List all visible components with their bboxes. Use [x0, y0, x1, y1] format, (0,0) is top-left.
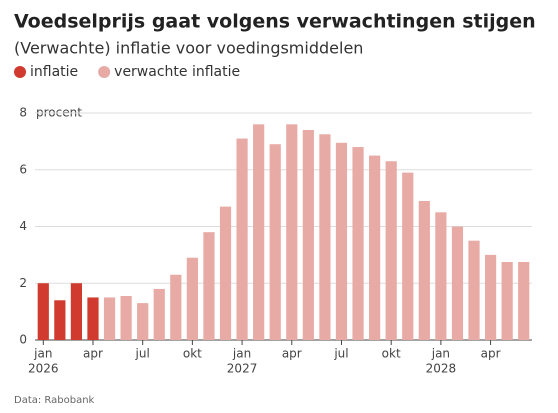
bar: [186, 257, 198, 340]
x-tick-label: apr: [481, 347, 501, 361]
bar: [253, 124, 265, 340]
bar: [153, 288, 165, 340]
bar: [352, 147, 364, 340]
legend-swatch: [14, 66, 26, 78]
x-tick-label: jul: [333, 347, 348, 361]
bar: [501, 261, 513, 340]
legend-label: verwachte inflatie: [114, 64, 240, 80]
bar: [286, 124, 298, 340]
x-year-label: 2027: [227, 362, 258, 376]
y-tick-label: 6: [19, 162, 27, 176]
x-tick-label: okt: [183, 347, 202, 361]
legend-swatch: [98, 66, 111, 78]
bar: [402, 172, 414, 340]
legend-label: inflatie: [30, 64, 78, 80]
y-tick-label: 2: [19, 276, 27, 290]
y-tick-label: 8: [19, 106, 27, 120]
bar: [269, 144, 281, 340]
bar: [418, 200, 430, 340]
bar: [219, 206, 232, 340]
bar: [335, 142, 348, 340]
bar: [103, 297, 116, 340]
bar: [369, 155, 381, 340]
bar: [137, 303, 149, 340]
x-tick-label: okt: [382, 347, 401, 361]
bar: [54, 300, 66, 340]
x-tick-label: jan: [33, 347, 52, 361]
bar: [484, 254, 497, 340]
x-tick-label: apr: [282, 347, 302, 361]
chart-subtitle: (Verwachte) inflatie voor voedingsmiddel…: [14, 39, 363, 58]
bar: [203, 232, 215, 340]
x-year-label: 2028: [426, 362, 457, 376]
bar: [451, 226, 464, 340]
x-tick-label: jan: [431, 347, 450, 361]
bar: [385, 161, 397, 340]
x-tick-label: apr: [83, 347, 103, 361]
bar: [70, 283, 83, 340]
source: Data: Rabobank: [14, 395, 95, 406]
y-tick-label: 0: [19, 333, 27, 347]
bar: [319, 134, 331, 340]
bar: [302, 130, 314, 340]
bar: [435, 212, 447, 340]
bar: [518, 261, 530, 340]
bar: [468, 240, 480, 340]
bar: [87, 297, 99, 340]
bar: [236, 138, 248, 340]
x-tick-label: jul: [135, 347, 150, 361]
bar: [120, 296, 132, 340]
x-year-label: 2026: [28, 362, 59, 376]
y-tick-label: 4: [19, 219, 27, 233]
chart-title: Voedselprijs gaat volgens verwachtingen …: [14, 11, 536, 33]
bar: [37, 283, 49, 340]
x-tick-label: jan: [232, 347, 251, 361]
bar: [170, 274, 182, 340]
